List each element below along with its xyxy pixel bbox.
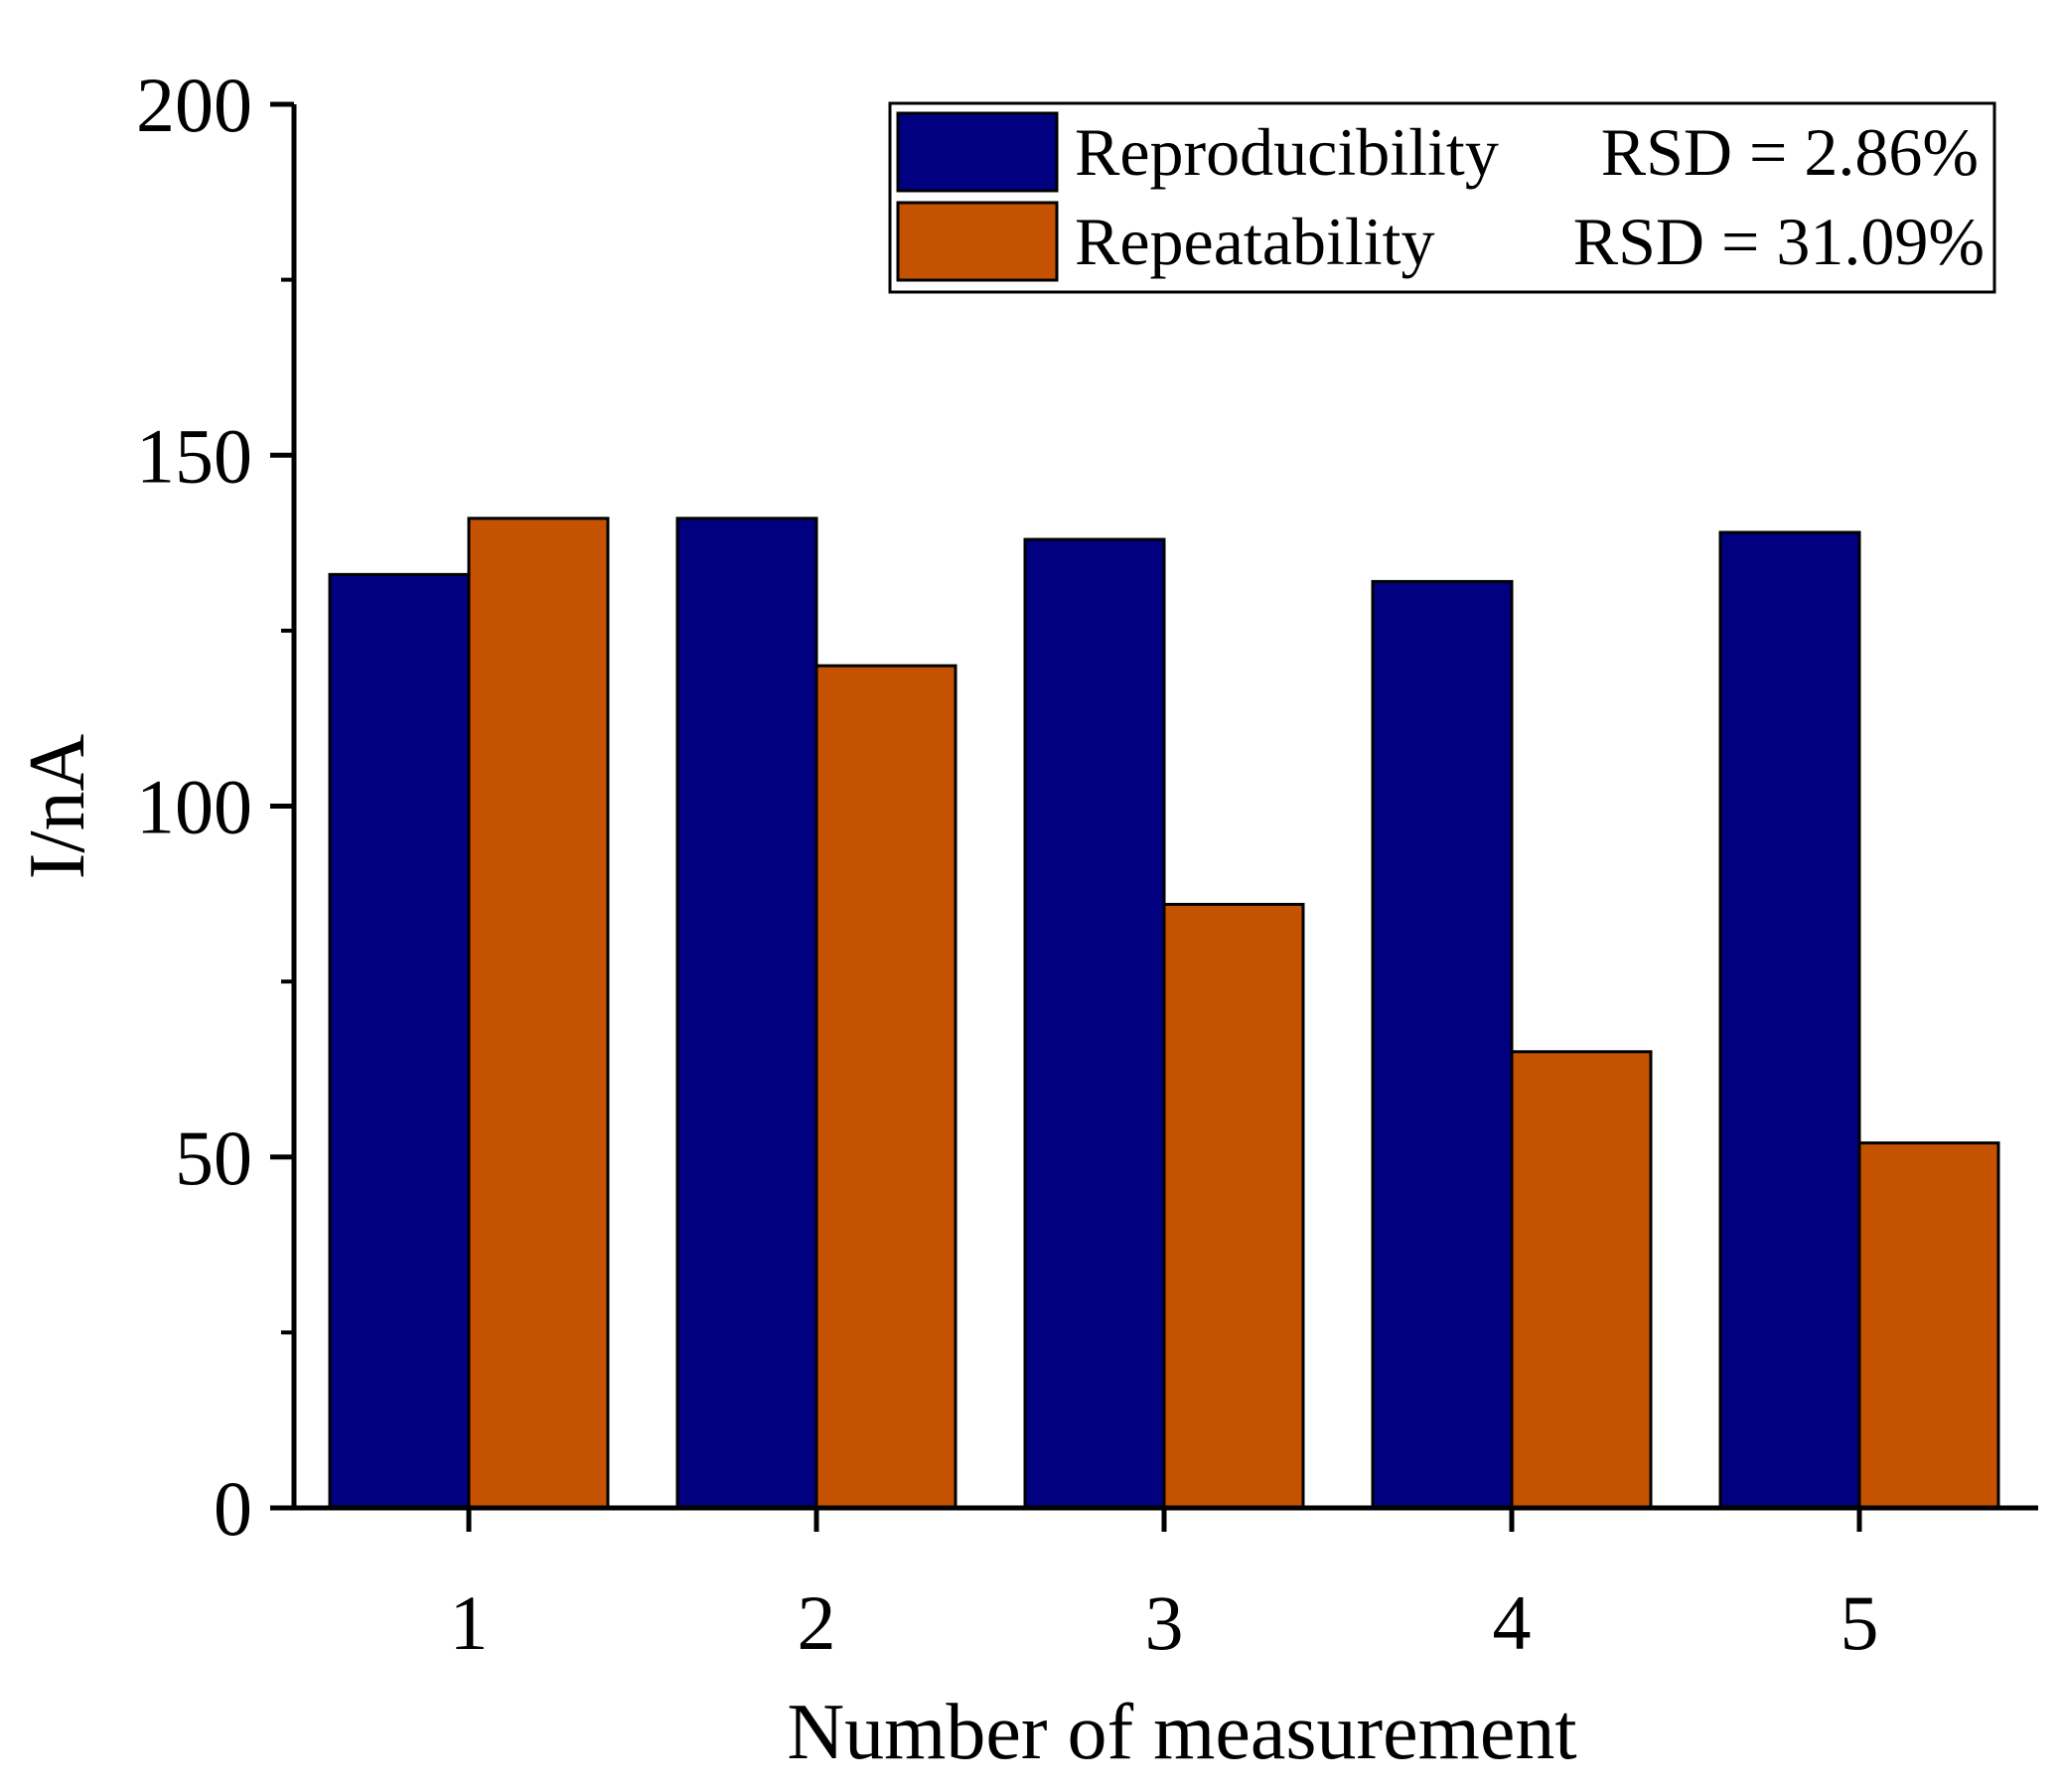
y-tick-label-50: 50	[175, 1115, 252, 1201]
bar-repeatability-2	[814, 664, 958, 1510]
bar-reproducibility-3	[1023, 537, 1166, 1510]
bars-layer	[328, 517, 2000, 1510]
y-tick-label-100: 100	[136, 764, 252, 850]
x-tick-label-1: 1	[450, 1579, 489, 1666]
x-tick-label-4: 4	[1493, 1579, 1532, 1666]
legend: Reproducibility RSD = 2.86% Repeatabilit…	[888, 101, 1996, 294]
y-tick-label-200: 200	[136, 62, 252, 148]
bar-reproducibility-1	[328, 572, 471, 1510]
ticks-layer: 0 50 100 150 200 1 2 3 4 5	[136, 62, 1879, 1666]
legend-rsd-repeatability: RSD = 31.09%	[1573, 204, 1985, 279]
bar-reproducibility-2	[675, 517, 818, 1510]
legend-label-reproducibility: Reproducibility	[1075, 114, 1499, 190]
bar-repeatability-1	[467, 517, 610, 1510]
legend-label-repeatability: Repeatability	[1075, 204, 1435, 279]
legend-swatch-reproducibility	[896, 111, 1059, 193]
bar-reproducibility-5	[1718, 530, 1861, 1510]
y-tick-label-150: 150	[136, 412, 252, 499]
y-tick-label-0: 0	[214, 1465, 252, 1552]
bar-repeatability-5	[1857, 1141, 2000, 1510]
legend-swatch-repeatability	[896, 201, 1059, 282]
bar-reproducibility-4	[1371, 579, 1514, 1510]
x-tick-label-3: 3	[1145, 1579, 1184, 1666]
y-axis-title: I/nA	[14, 733, 101, 879]
legend-rsd-reproducibility: RSD = 2.86%	[1601, 114, 1979, 190]
x-tick-label-5: 5	[1841, 1579, 1879, 1666]
bar-repeatability-3	[1162, 902, 1305, 1510]
legend-frame	[888, 101, 1996, 294]
x-axis-title: Number of measurement	[787, 1689, 1576, 1776]
bar-repeatability-4	[1510, 1050, 1653, 1510]
x-tick-label-2: 2	[798, 1579, 836, 1666]
